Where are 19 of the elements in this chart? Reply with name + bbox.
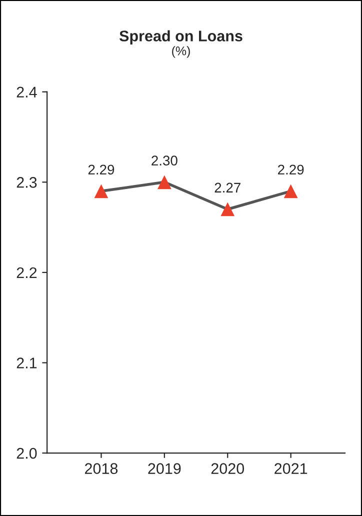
y-tick-label: 2.3 [16,177,37,188]
point [157,175,172,190]
point [94,184,108,198]
x-tick-label: 2018 [85,463,118,474]
y-tick-label: 2.4 [16,86,37,98]
data-label: 2.27 [214,182,240,192]
y-tick-label: 2.0 [16,448,37,459]
point [284,184,298,198]
y-tick-label: 2.2 [16,267,37,278]
x-tick-label: 2020 [211,463,244,474]
y-tick-label: 2.1 [16,358,37,368]
data-label: 2.29 [88,164,114,175]
chart-subtitle: (%) [172,46,190,58]
data-label: 2.30 [152,156,178,166]
point [220,202,235,216]
chart-title: Spread on Loans [119,30,242,44]
x-tick-label: 2019 [148,463,181,474]
data-label: 2.29 [278,164,304,175]
x-tick-label: 2021 [274,463,308,474]
